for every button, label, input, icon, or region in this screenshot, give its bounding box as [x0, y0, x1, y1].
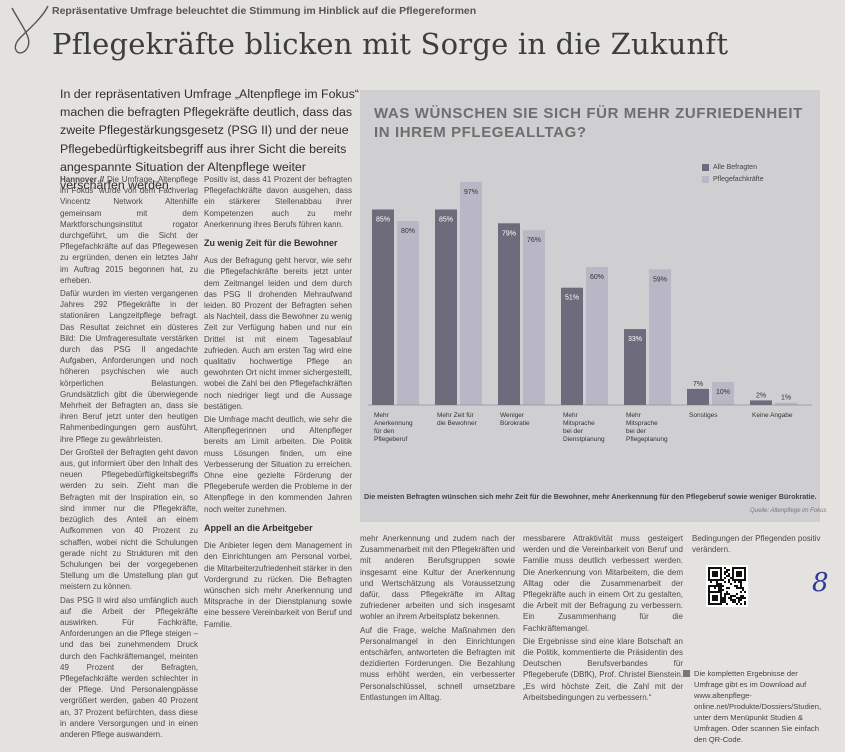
col2-paragraph-4: Die Anbieter legen dem Management in den… — [204, 541, 352, 629]
bar-all-2 — [498, 223, 520, 405]
data-label-all-1: 85% — [439, 217, 453, 224]
data-label-fach-1: 97% — [464, 189, 478, 196]
data-label-fach-4: 59% — [653, 276, 667, 283]
col1-paragraph-4: Das PSG II wird also umfänglich auch auf… — [60, 595, 198, 739]
bar-all-3 — [561, 287, 583, 405]
article-column-2: Positiv ist, dass 41 Prozent der befragt… — [204, 174, 352, 752]
bar-fach-3 — [586, 267, 608, 405]
legend-swatch-fach — [702, 175, 709, 183]
bar-all-4 — [624, 329, 646, 405]
article-lead: In der repräsentativen Umfrage „Altenpfl… — [60, 87, 359, 193]
category-label-6: Keine Angabe — [752, 412, 793, 419]
col3-paragraph-2: Auf die Frage, welche Maßnahmen den Pers… — [360, 625, 515, 702]
category-label-3: Mehr Mitsprache bei der Dienstplanung — [563, 412, 605, 443]
col4-paragraph-2: Die Ergebnisse sind eine klare Botschaft… — [523, 636, 683, 702]
data-label-fach-0: 80% — [401, 228, 415, 235]
bar-all-6 — [750, 400, 772, 405]
qr-code-icon[interactable] — [706, 565, 748, 607]
chart-caption: Die meisten Befragten wünschen sich mehr… — [364, 492, 817, 501]
legend-item-all: Alle Befragten — [702, 162, 764, 174]
bar-all-5 — [687, 388, 709, 405]
data-label-all-0: 85% — [376, 217, 390, 224]
data-label-all-2: 79% — [502, 230, 516, 237]
chart-source: Quelle: Altenpflege im Fokus — [750, 508, 827, 514]
byline: Hannover // — [60, 175, 105, 184]
data-label-fach-5: 10% — [716, 389, 730, 396]
col1-paragraph-3: Der Großteil der Befragten geht davon au… — [60, 447, 198, 592]
data-label-all-6: 2% — [756, 392, 766, 399]
data-label-fach-3: 60% — [590, 274, 604, 281]
bar-fach-6 — [775, 402, 797, 405]
article-column-1: Hannover // Die Umfrage „Altenpflege im … — [60, 174, 198, 752]
download-note: Die kompletten Ergebnisse der Umfrage gi… — [683, 668, 824, 745]
col4-paragraph-1: messbarere Attraktivität muss gesteigert… — [523, 534, 683, 633]
bar-fach-4 — [649, 269, 671, 405]
legend-swatch-all — [702, 163, 709, 171]
article-headline: Pflegekräfte blicken mit Sorge in die Zu… — [52, 27, 729, 61]
article-column-3: mehr Anerkennung und zudem nach der Zusa… — [360, 533, 515, 752]
bullet-square-icon — [683, 670, 690, 677]
col2-paragraph-2: Aus der Befragung geht hervor, wie sehr … — [204, 256, 352, 411]
category-label-1: Mehr Zeit für die Bewohner — [437, 412, 478, 427]
bar-fach-0 — [397, 221, 419, 405]
data-label-fach-2: 76% — [527, 237, 541, 244]
category-label-0: Mehr Anerkennung für den Pflegeberuf — [374, 412, 413, 443]
subheading-appell: Appell an die Arbeitgeber — [204, 522, 313, 533]
bar-chart: 85% 80% Mehr Anerkennung für den Pflegeberuf 8… — [368, 181, 812, 443]
handwritten-mark-icon — [11, 5, 49, 54]
subheading-zeit: Zu wenig Zeit für die Bewohner — [204, 238, 338, 249]
article-column-4: messbarere Attraktivität muss gesteigert… — [523, 533, 683, 752]
bar-all-1 — [435, 209, 457, 405]
legend-label-all: Alle Befragten — [713, 164, 757, 171]
col1-paragraph-1: Die Umfrage „Altenpflege im Fokus“ wurde… — [60, 175, 198, 285]
col2-paragraph-1: Positiv ist, dass 41 Prozent der befragt… — [204, 175, 352, 229]
category-label-2: Weniger Bürokratie — [500, 412, 530, 427]
col1-paragraph-2: Dafür wurden im vierten vergangenen Jahr… — [60, 289, 198, 444]
data-label-fach-6: 1% — [781, 395, 791, 402]
data-label-all-3: 51% — [565, 295, 579, 302]
right-column-text: Bedingungen der Pflegenden positiv verän… — [692, 534, 821, 555]
chart-legend: Alle Befragten Pflegefachkräfte — [702, 162, 764, 186]
article-kicker: Repräsentative Umfrage beleuchtet die St… — [52, 5, 477, 17]
category-label-5: Sonstiges — [689, 412, 718, 419]
category-label-4: Mehr Mitsprache bei der Pflegeplanung — [626, 412, 668, 443]
bar-all-0 — [372, 209, 394, 405]
col2-paragraph-3: Die Umfrage macht deutlich, wie sehr die… — [204, 415, 352, 514]
download-note-text: Die kompletten Ergebnisse der Umfrage gi… — [694, 669, 822, 744]
bar-fach-5 — [712, 382, 734, 405]
col3-paragraph-1: mehr Anerkennung und zudem nach der Zusa… — [360, 534, 515, 622]
legend-label-fach: Pflegefachkräfte — [713, 176, 764, 183]
chart-box: WAS WÜNSCHEN SIE SICH FÜR MEHR ZUFRIEDEN… — [360, 90, 820, 522]
legend-item-fach: Pflegefachkräfte — [702, 174, 764, 186]
data-label-all-5: 7% — [693, 381, 703, 388]
handwritten-number: 8 — [812, 568, 829, 598]
data-label-all-4: 33% — [628, 336, 642, 343]
bar-fach-1 — [460, 181, 482, 405]
chart-title: WAS WÜNSCHEN SIE SICH FÜR MEHR ZUFRIEDEN… — [374, 105, 803, 141]
bar-fach-2 — [523, 230, 545, 405]
